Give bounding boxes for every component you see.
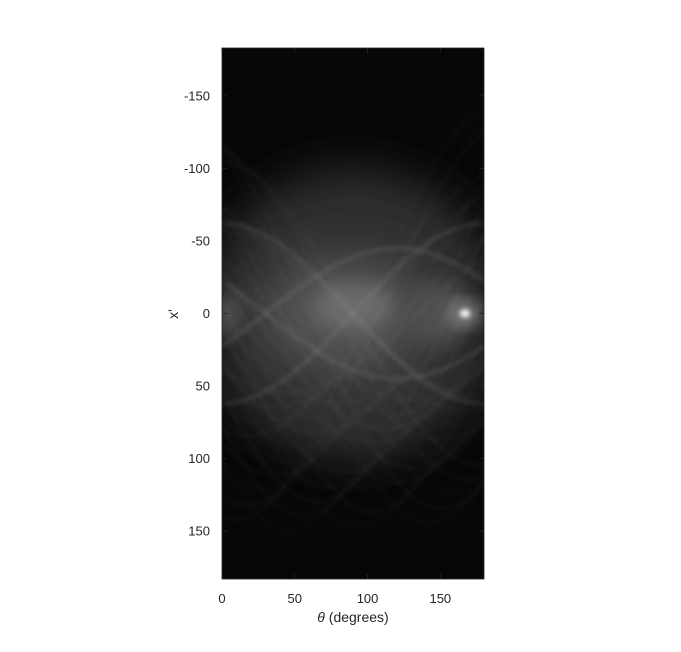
x-tick-label: 150 xyxy=(429,591,451,606)
x-axis: 0 50 100 150 xyxy=(218,48,451,606)
sinogram-trace xyxy=(222,210,484,470)
sinogram-trace xyxy=(222,235,484,503)
sinogram-trace xyxy=(222,310,484,390)
sinogram-trace xyxy=(222,216,484,423)
sinogram-trace xyxy=(222,265,484,513)
y-tick-label: 0 xyxy=(203,306,210,321)
sinogram-trace xyxy=(222,296,484,528)
sinogram-trace xyxy=(222,230,484,397)
y-tick-label: 150 xyxy=(188,524,210,539)
intensity-hotspot-core xyxy=(460,309,471,318)
y-tick-label: 100 xyxy=(188,451,210,466)
y-tick-label: 50 xyxy=(196,379,210,394)
sinogram-trace xyxy=(222,258,484,386)
sinogram-trace xyxy=(222,203,484,441)
sinogram-trace xyxy=(222,257,484,401)
x-axis-label-text: (degrees) xyxy=(325,609,389,625)
sinogram-trace xyxy=(222,183,484,477)
y-tick-label: -100 xyxy=(184,161,210,176)
x-axis-label: θ (degrees) xyxy=(317,609,388,625)
sinogram-trace xyxy=(222,142,484,495)
sinogram-trace xyxy=(222,156,484,492)
sinogram-trace xyxy=(222,217,484,412)
x-tick-label: 0 xyxy=(218,591,225,606)
y-tick-label: -50 xyxy=(191,233,210,248)
sinogram-trace xyxy=(222,109,484,521)
sinogram-trace xyxy=(222,283,484,419)
sinogram-trace xyxy=(222,236,484,408)
sinogram-trace xyxy=(222,166,484,532)
intensity-glow xyxy=(222,292,239,335)
sinogram-trace xyxy=(222,195,484,437)
sinogram-trace xyxy=(222,268,484,488)
sinogram-trace xyxy=(222,246,484,348)
x-tick-label: 50 xyxy=(288,591,302,606)
y-tick-label: -150 xyxy=(184,88,210,103)
x-axis-label-symbol: θ xyxy=(317,609,325,625)
y-axis: -150 -100 -50 0 50 100 150 xyxy=(184,88,484,539)
sinogram-heatmap xyxy=(222,48,484,579)
sinogram-trace xyxy=(222,270,484,430)
sinogram-trace xyxy=(222,149,484,481)
x-tick-label: 100 xyxy=(357,591,379,606)
sinogram-trace xyxy=(222,236,484,448)
sinogram-trace xyxy=(222,142,484,510)
sinogram-trace xyxy=(222,222,484,405)
sinogram-trace xyxy=(222,301,484,404)
sinogram-trace xyxy=(222,177,484,452)
sinogram-trace xyxy=(222,210,484,463)
y-axis-label: x' xyxy=(165,309,181,319)
